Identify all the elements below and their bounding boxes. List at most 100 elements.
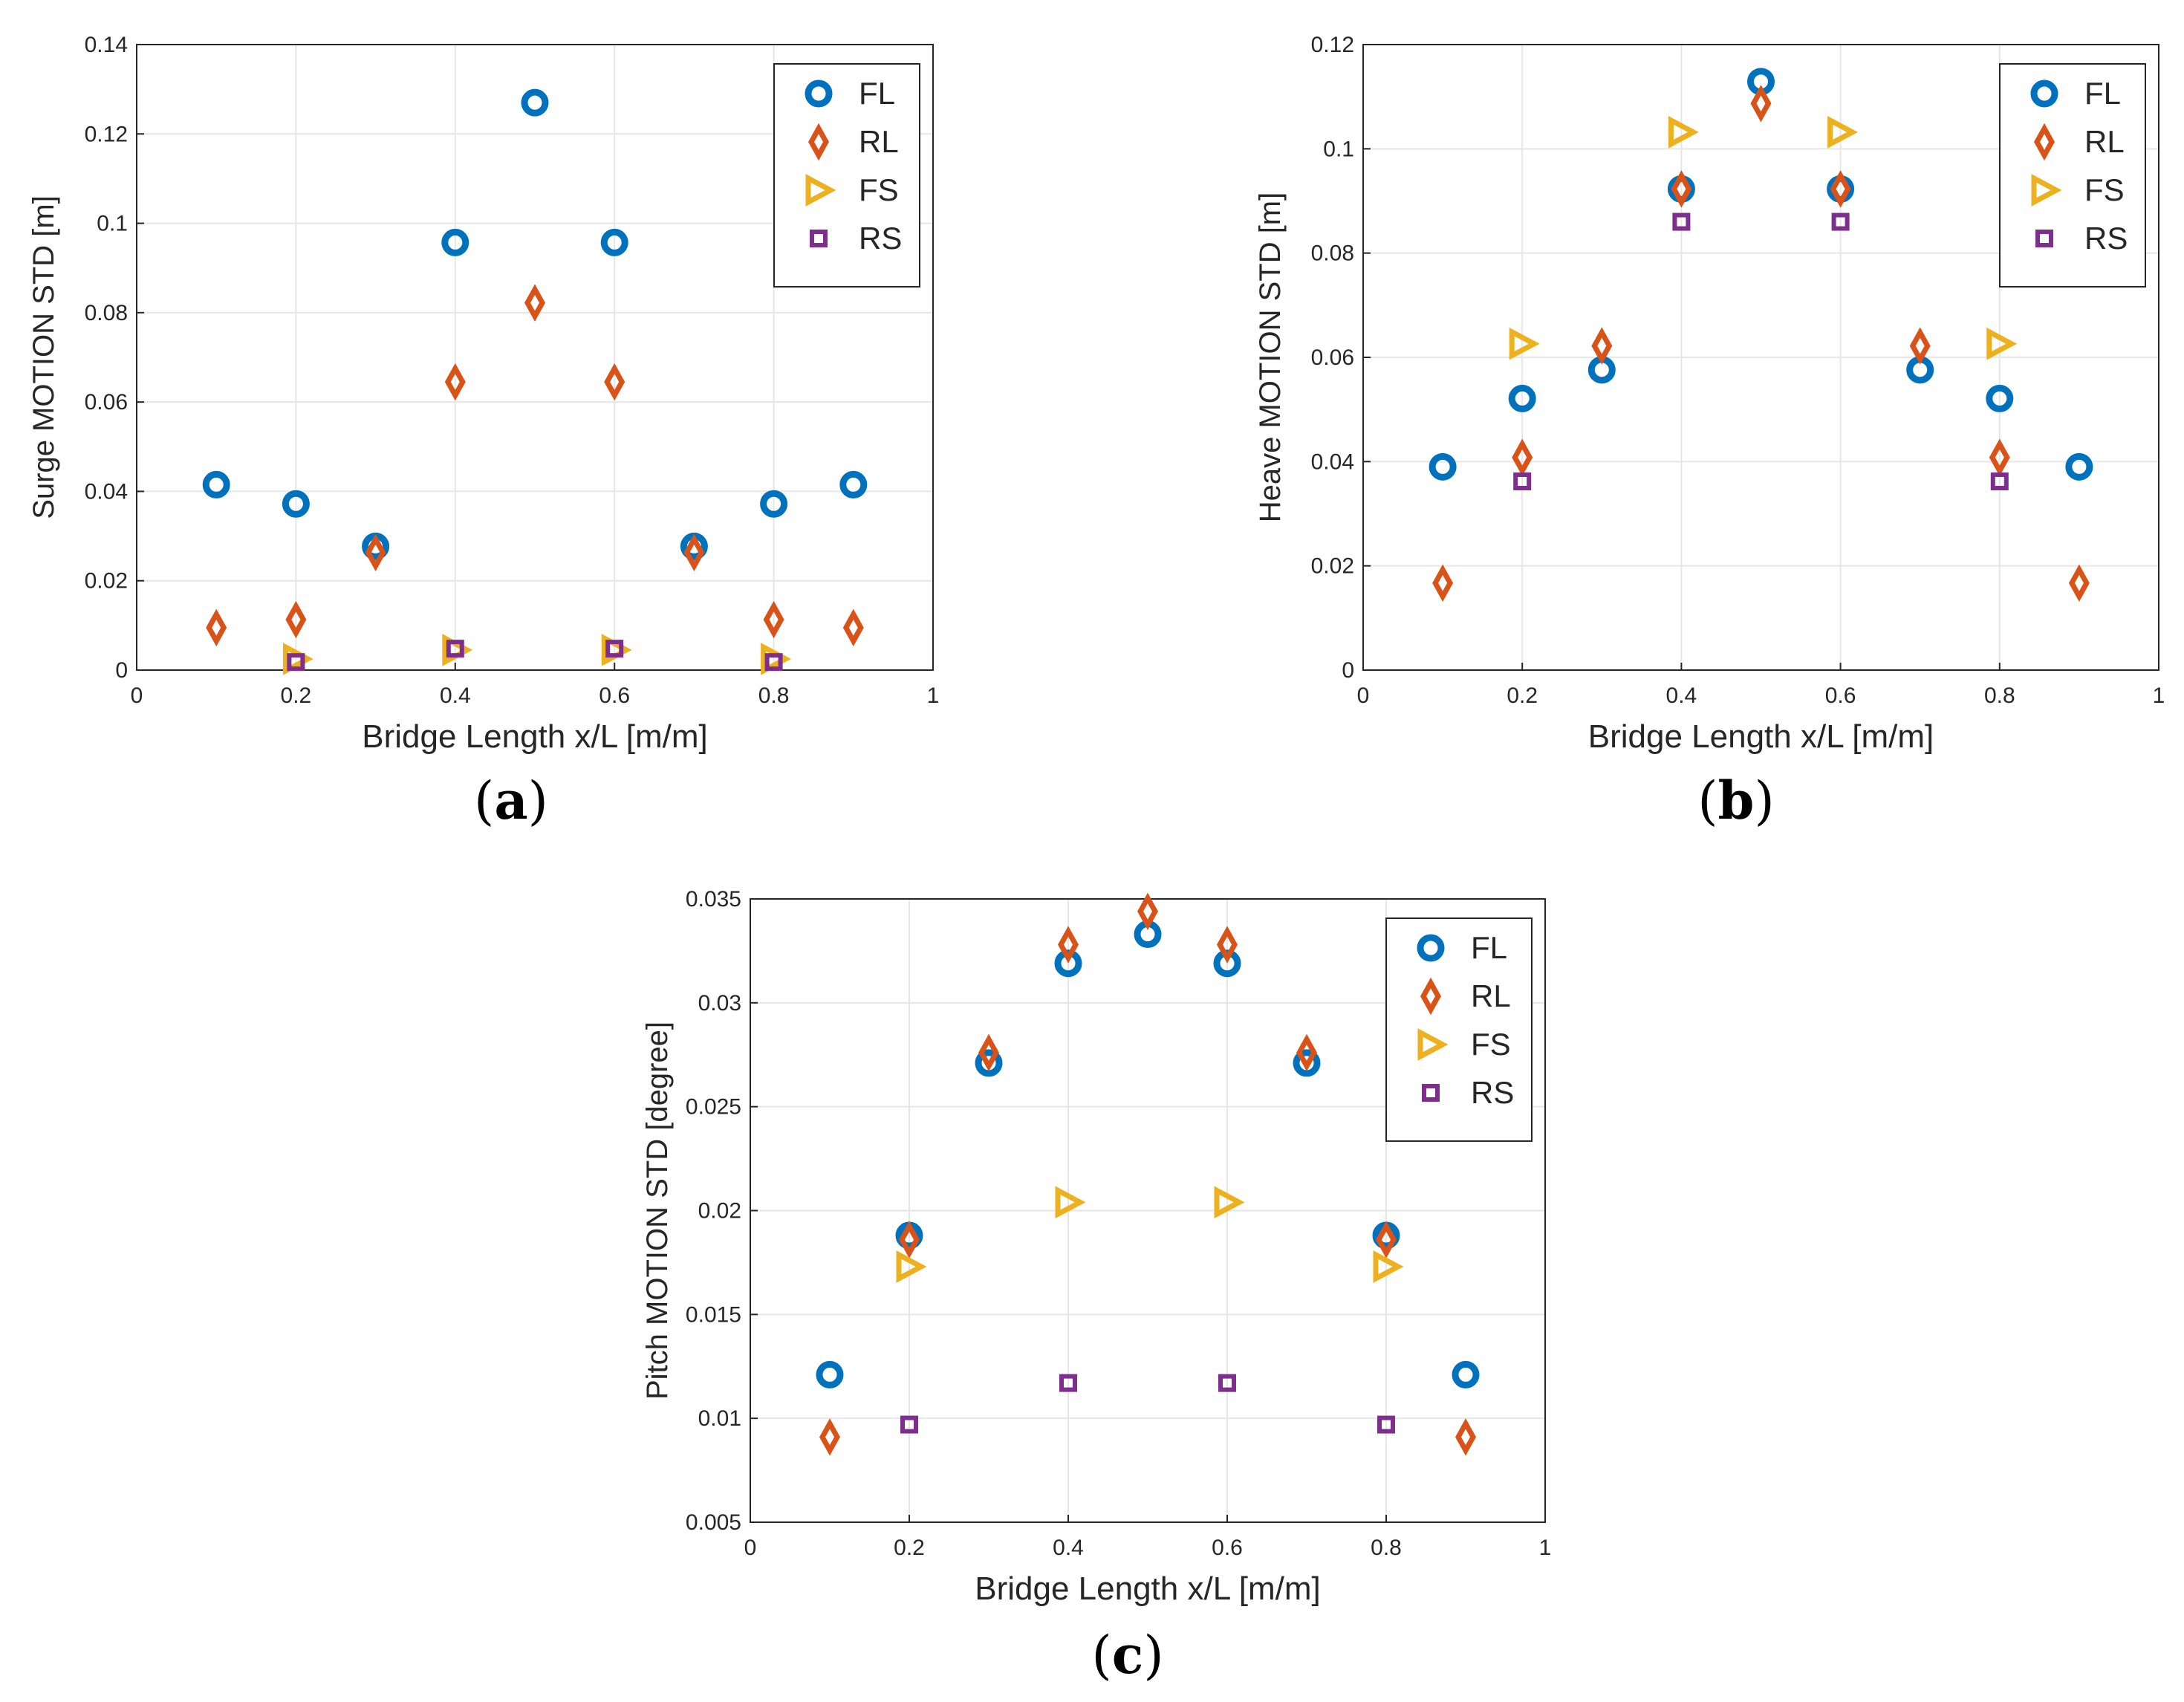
x-tick-label: 0.2	[281, 683, 312, 708]
data-point-rs	[1990, 472, 2009, 490]
data-point-rl	[365, 533, 386, 572]
x-tick-label: 1	[927, 683, 940, 708]
data-point-rl	[683, 533, 705, 572]
series-fs	[282, 634, 792, 675]
x-tick-label: 0.8	[758, 683, 790, 708]
data-point-fl	[441, 228, 469, 256]
data-point-rl	[1137, 892, 1159, 930]
data-point-fs	[1214, 1186, 1245, 1219]
data-point-rl	[1057, 926, 1079, 964]
caption-c: (c)	[1091, 1624, 1163, 1686]
y-tick-label: 0.035	[686, 887, 741, 912]
legend-label-fs: FS	[2084, 172, 2125, 207]
series-fl	[816, 920, 1480, 1388]
legend-marker-rs	[2035, 230, 2053, 247]
x-tick-label: 1	[1539, 1536, 1552, 1560]
data-point-rl	[1671, 170, 1692, 208]
data-point-rs	[1513, 472, 1532, 490]
data-point-rl	[524, 284, 546, 322]
x-axis-label: Bridge Length x/L [m/m]	[1588, 718, 1934, 755]
data-point-rs	[1831, 212, 1850, 231]
data-point-fl	[1986, 384, 2014, 412]
series-rs	[900, 1374, 1395, 1434]
data-point-fl	[521, 88, 549, 117]
x-tick-label: 0.8	[1371, 1536, 1402, 1560]
caption-letter: c	[1112, 1624, 1144, 1686]
x-tick-label: 0	[1357, 683, 1370, 708]
data-point-fs	[1668, 116, 1699, 149]
caption-b: (b)	[1697, 770, 1775, 831]
caption-open-paren: (	[1091, 1625, 1111, 1686]
data-point-rl	[819, 1418, 841, 1456]
caption-open-paren: (	[474, 770, 494, 831]
data-point-rl	[206, 608, 227, 647]
legend-label-rs: RS	[1471, 1075, 1514, 1110]
x-axis-label: Bridge Length x/L [m/m]	[362, 718, 707, 755]
data-point-fl	[1508, 384, 1536, 412]
data-point-fl	[1293, 1049, 1321, 1077]
y-axis-label: Surge MOTION STD [m]	[27, 195, 60, 519]
legend-label-fl: FL	[859, 76, 895, 111]
series-fl	[1429, 68, 2093, 481]
data-point-fl	[2065, 452, 2093, 481]
y-tick-label: 0	[115, 658, 128, 683]
data-point-rl	[285, 600, 307, 639]
data-point-rl	[1750, 85, 1772, 123]
y-tick-label: 0.015	[686, 1302, 741, 1327]
y-tick-label: 0.04	[1311, 449, 1354, 474]
legend: FL RL FS RS	[773, 63, 920, 288]
data-point-rl	[1591, 327, 1613, 365]
x-tick-label: 1	[2153, 683, 2165, 708]
y-tick-label: 0.1	[1323, 137, 1354, 161]
legend-marker-fs	[805, 174, 836, 207]
legend-box	[773, 63, 920, 288]
data-point-rl	[1989, 438, 2010, 476]
y-tick-label: 0.14	[85, 33, 128, 57]
legend-label-fl: FL	[1471, 930, 1507, 965]
y-tick-label: 0.005	[686, 1510, 741, 1535]
caption-letter: b	[1718, 770, 1755, 831]
data-point-rs	[446, 640, 464, 658]
data-point-fl	[600, 228, 628, 256]
x-tick-label: 0.2	[894, 1536, 925, 1560]
series-rl	[1432, 85, 2090, 602]
legend-marker-fl	[2030, 79, 2058, 108]
y-tick-label: 0.03	[698, 991, 741, 1016]
data-point-rl	[1909, 327, 1931, 365]
legend-marker-fs	[1417, 1028, 1449, 1061]
series-fs	[1509, 116, 2018, 360]
y-tick-label: 0.02	[1311, 554, 1354, 579]
legend-marker-fl	[1417, 934, 1445, 962]
legend-marker-fl	[805, 79, 833, 108]
data-point-rs	[1059, 1374, 1077, 1392]
caption-close-paren: )	[528, 770, 548, 831]
data-point-fl	[839, 470, 868, 498]
series-rl	[206, 284, 864, 647]
y-tick-label: 0.02	[85, 569, 128, 594]
legend-marker-rl	[1420, 977, 1442, 1016]
caption-letter: a	[494, 770, 527, 831]
x-tick-label: 0.6	[1212, 1536, 1243, 1560]
data-point-rl	[1216, 926, 1238, 964]
y-tick-label: 0.12	[85, 122, 128, 146]
data-point-fs	[1373, 1250, 1404, 1283]
y-tick-label: 0.04	[85, 479, 128, 504]
legend-label-fs: FS	[859, 172, 899, 207]
legend: FL RL FS RS	[1999, 63, 2146, 288]
x-tick-label: 0.2	[1507, 683, 1538, 708]
legend-marker-rs	[1422, 1084, 1440, 1102]
y-tick-label: 0.08	[1311, 241, 1354, 266]
data-point-rl	[1432, 564, 1454, 602]
y-tick-label: 0.02	[698, 1199, 741, 1224]
data-point-rl	[604, 363, 625, 401]
data-point-rs	[1377, 1415, 1395, 1434]
x-axis-label: Bridge Length x/L [m/m]	[975, 1571, 1320, 1607]
data-point-fs	[1986, 327, 2018, 360]
data-point-rs	[287, 653, 305, 672]
legend-label-rl: RL	[2084, 124, 2125, 159]
data-point-rs	[1218, 1374, 1236, 1392]
legend-marker-rl	[807, 123, 830, 161]
data-point-rl	[1512, 438, 1533, 476]
data-point-rl	[444, 363, 466, 401]
